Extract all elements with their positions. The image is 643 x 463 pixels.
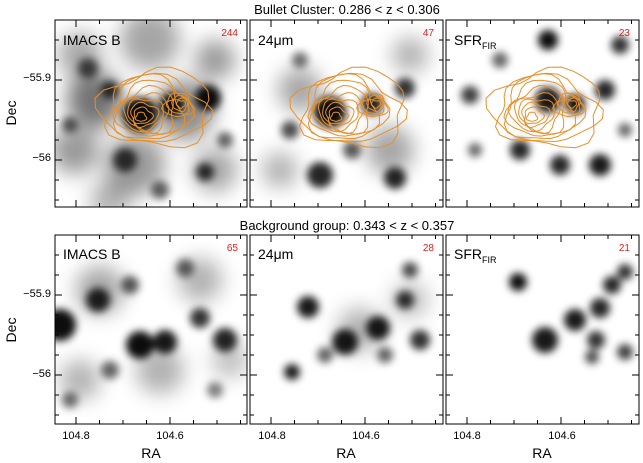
panel-frame <box>54 19 248 208</box>
contour-line <box>356 92 389 118</box>
tick-marks <box>55 20 639 424</box>
source-count: 23 <box>619 28 631 39</box>
panel-frame <box>54 234 248 425</box>
xray-contours <box>485 66 604 149</box>
y-tick-label: −55.9 <box>23 72 51 84</box>
panel-label: 24μm <box>258 32 293 48</box>
contour-line <box>485 66 601 149</box>
x-axis-label: RA <box>141 445 161 461</box>
contour-line <box>103 72 213 142</box>
panel-frame <box>445 19 640 208</box>
x-tick-label: 104.6 <box>548 430 576 442</box>
y-axis-label: Dec <box>3 318 19 343</box>
contour-line <box>371 100 381 109</box>
contour-line <box>94 66 210 149</box>
x-axis-label: RA <box>336 445 356 461</box>
x-tick-label: 104.8 <box>453 430 481 442</box>
contour-line <box>289 66 405 149</box>
contour-line <box>523 106 546 125</box>
contour-line <box>130 101 160 129</box>
y-tick-label: −56 <box>32 368 51 380</box>
row-title-bullet: Bullet Cluster: 0.286 < z < 0.306 <box>254 2 440 17</box>
panel-label-sub: FIR <box>482 41 497 51</box>
contour-line <box>112 73 196 140</box>
contour-line <box>165 94 190 115</box>
contour-line <box>521 101 551 129</box>
panel-background-sfr <box>446 235 639 424</box>
x-axis-label: RA <box>532 445 552 461</box>
panel-label: SFRFIR <box>454 246 497 265</box>
contour-line <box>556 94 581 115</box>
x-tick-label: 104.6 <box>156 430 184 442</box>
panel-label-main: SFR <box>454 246 482 262</box>
x-tick-label: 104.8 <box>62 430 90 442</box>
contour-line <box>366 97 384 113</box>
xray-contours <box>289 66 408 149</box>
contour-line <box>518 98 555 133</box>
contour-line <box>494 72 604 142</box>
contour-line <box>503 79 576 137</box>
contour-line <box>298 72 408 142</box>
contour-line <box>176 100 186 109</box>
panel-frame <box>445 234 640 425</box>
y-tick-label: −56 <box>32 152 51 164</box>
contour-line <box>327 106 350 125</box>
panel-label: 24μm <box>258 246 293 262</box>
contour-line <box>329 111 343 122</box>
x-tick-label: 104.6 <box>352 430 380 442</box>
contour-line <box>307 79 380 137</box>
contour-line <box>360 94 385 115</box>
contour-line <box>171 97 189 113</box>
xray-contours <box>94 66 213 149</box>
panel-label: IMACS B <box>63 32 121 48</box>
contour-line <box>562 97 580 113</box>
contour-line <box>325 101 355 129</box>
panel-background-24um <box>250 235 443 424</box>
contour-line <box>503 73 587 140</box>
contour-line <box>513 92 561 135</box>
contour-line <box>112 79 185 137</box>
y-tick-label: −55.9 <box>23 288 51 300</box>
source-count: 28 <box>423 243 435 254</box>
panel-label-main: SFR <box>454 32 482 48</box>
y-axis-label: Dec <box>3 101 19 126</box>
contour-line <box>322 98 359 133</box>
contour-line <box>567 100 577 109</box>
panel-frame <box>249 234 444 425</box>
contour-line <box>132 106 155 125</box>
contour-line <box>127 98 164 133</box>
contour-line <box>317 92 365 135</box>
row-title-background: Background group: 0.343 < z < 0.357 <box>240 218 455 233</box>
contour-line <box>161 92 194 118</box>
panel-background-imacs <box>55 235 247 424</box>
source-count: 47 <box>423 28 435 39</box>
contour-line <box>552 92 585 118</box>
contour-line <box>525 111 539 122</box>
x-tick-label: 104.8 <box>258 430 286 442</box>
panel-frame <box>249 19 444 208</box>
contour-line <box>122 92 170 135</box>
panel-label: SFRFIR <box>454 32 497 51</box>
panel-label: IMACS B <box>63 246 121 262</box>
contour-line <box>307 73 391 140</box>
source-count: 65 <box>227 243 239 254</box>
panel-label-sub: FIR <box>482 255 497 265</box>
contour-line <box>134 111 148 122</box>
source-count: 21 <box>619 243 631 254</box>
source-count: 244 <box>221 28 238 39</box>
